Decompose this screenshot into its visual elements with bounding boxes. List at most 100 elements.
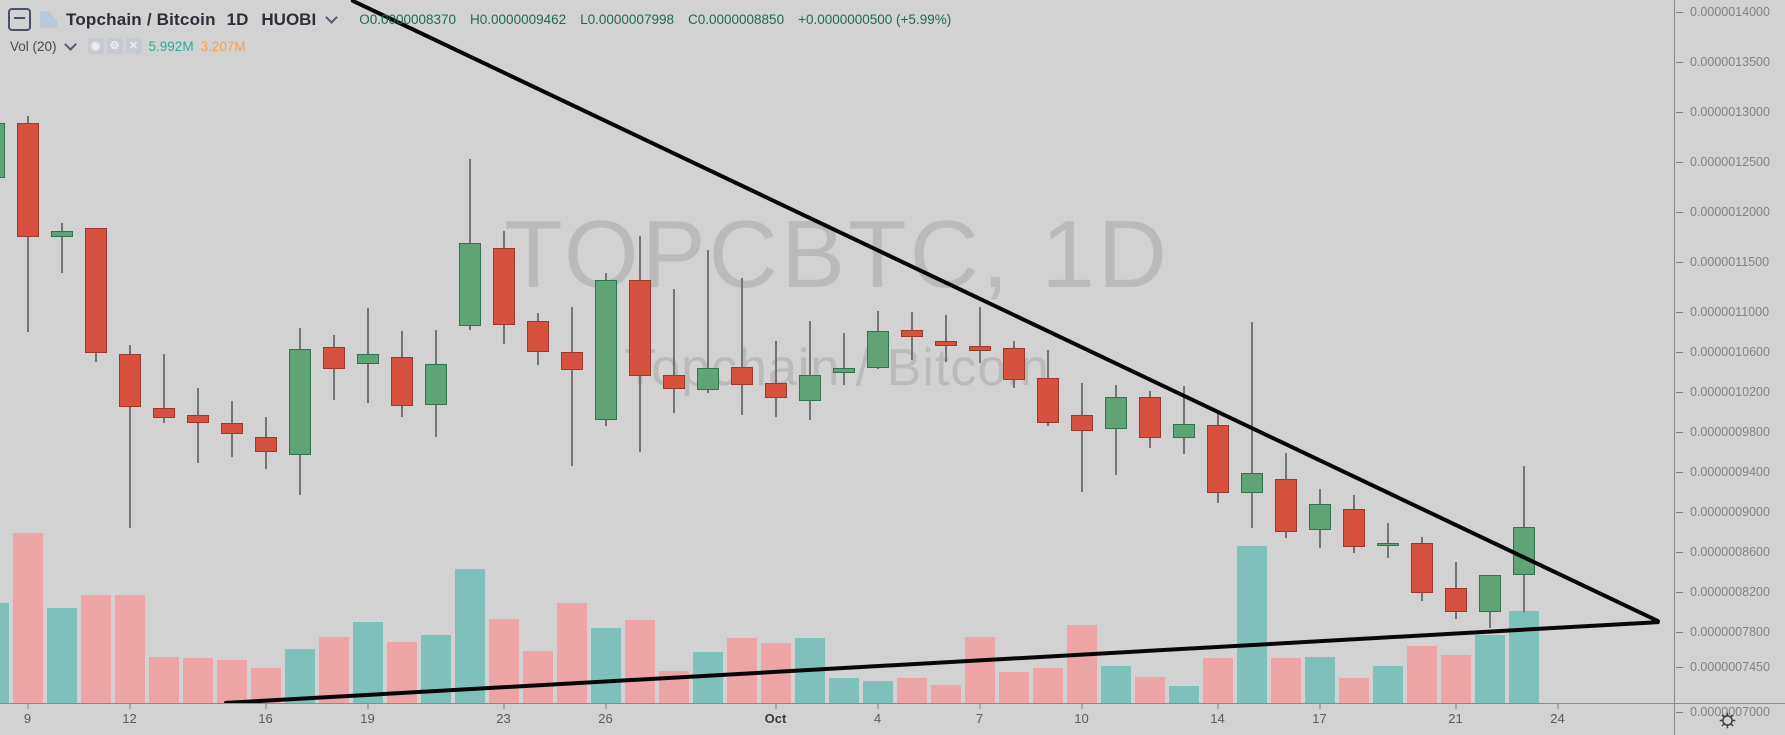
candle-wick	[740, 278, 743, 415]
instrument-logo-icon	[40, 11, 57, 28]
price-tick-label: 0.0000013000	[1690, 105, 1770, 119]
symbol-title[interactable]: Topchain / Bitcoin	[66, 9, 216, 29]
time-tick-dash	[1217, 704, 1218, 709]
upper-trendline[interactable]	[350, 0, 1661, 624]
close-icon[interactable]: ✕	[125, 38, 142, 54]
price-tick-dash	[1676, 212, 1683, 213]
indicator-buttons: ◉ ⚙ ✕	[87, 38, 142, 54]
volume-bar	[80, 595, 111, 703]
collapse-panel-icon[interactable]	[8, 8, 31, 31]
chevron-down-icon[interactable]	[63, 37, 77, 51]
volume-indicator-row: Vol (20) ◉ ⚙ ✕ 5.992M 3.207M	[10, 37, 253, 54]
volume-bar	[0, 603, 9, 703]
price-tick-dash	[1676, 62, 1683, 63]
candle-wick	[1386, 523, 1389, 558]
candle-body	[152, 408, 175, 418]
volume-bar	[556, 603, 587, 703]
candle-body	[730, 367, 753, 385]
chart-header: Topchain / Bitcoin 1D HUOBI O0.000000837…	[8, 8, 951, 31]
time-tick-label: 10	[1074, 711, 1089, 726]
time-tick-dash	[503, 704, 504, 709]
time-tick-dash	[1319, 704, 1320, 709]
price-tick-dash	[1676, 432, 1683, 433]
candle-body	[16, 123, 39, 237]
volume-indicator-label[interactable]: Vol (20)	[10, 38, 57, 54]
volume-bar	[1338, 678, 1369, 703]
volume-bar	[216, 659, 247, 703]
candle-body	[1240, 473, 1263, 493]
chart-area[interactable]	[0, 0, 1674, 703]
time-tick-label: 23	[496, 711, 511, 726]
time-tick-dash	[129, 704, 130, 709]
candle-body	[220, 423, 243, 434]
candle-wick	[808, 321, 811, 420]
time-tick-dash	[1455, 704, 1456, 709]
volume-bar	[1202, 658, 1233, 703]
time-tick-dash	[1557, 704, 1558, 709]
candle-body	[254, 437, 277, 452]
price-tick-label: 0.0000007450	[1690, 660, 1770, 674]
time-tick-dash	[27, 704, 28, 709]
gear-icon	[1719, 712, 1735, 728]
price-tick-dash	[1676, 592, 1683, 593]
candle-wick	[944, 315, 947, 362]
candle-wick	[128, 345, 131, 528]
candle-body	[1138, 397, 1161, 438]
candle-body	[696, 368, 719, 390]
time-tick-label: 9	[23, 711, 32, 726]
candle-wick	[60, 223, 63, 273]
eye-icon[interactable]: ◉	[87, 38, 104, 54]
volume-values: 5.992M 3.207M	[149, 39, 253, 54]
time-tick-label: 16	[258, 711, 273, 726]
price-tick-label: 0.0000007800	[1690, 625, 1770, 639]
candle-body	[458, 243, 481, 326]
candle-body	[1444, 588, 1467, 612]
ohlc-readout: O0.0000008370 H0.0000009462 L0.0000007998 C…	[359, 12, 951, 27]
price-tick-dash	[1676, 712, 1683, 713]
candle-wick	[1182, 386, 1185, 454]
volume-bar	[1270, 658, 1301, 703]
price-tick-label: 0.0000008600	[1690, 545, 1770, 559]
candle-body	[322, 347, 345, 369]
volume-bar	[114, 595, 145, 703]
time-tick-label: 26	[598, 711, 613, 726]
gear-icon[interactable]: ⚙	[106, 38, 123, 54]
interval-label[interactable]: 1D	[226, 9, 249, 29]
price-tick-dash	[1676, 162, 1683, 163]
volume-bar	[318, 636, 349, 703]
candle-body	[1308, 504, 1331, 530]
time-tick-dash	[979, 704, 980, 709]
candle-wick	[196, 388, 199, 463]
candle-wick	[1080, 383, 1083, 492]
volume-bar	[284, 649, 315, 703]
candle-body	[594, 280, 617, 420]
volume-bar	[998, 672, 1029, 703]
candle-body	[560, 352, 583, 370]
time-tick-label: 14	[1210, 711, 1225, 726]
candle-wick	[162, 354, 165, 423]
volume-bar	[488, 618, 519, 703]
axis-settings-button[interactable]	[1714, 708, 1740, 732]
candle-body	[1002, 348, 1025, 380]
volume-bar	[46, 607, 77, 703]
candle-body	[1410, 543, 1433, 593]
candle-body	[526, 321, 549, 352]
chevron-down-icon[interactable]	[325, 11, 339, 24]
exchange-label[interactable]: HUOBI	[261, 9, 317, 29]
candle-body	[866, 331, 889, 368]
candle-wick	[672, 289, 675, 413]
time-tick-label: 24	[1550, 711, 1565, 726]
volume-bar	[1406, 646, 1437, 703]
price-tick-label: 0.0000012000	[1690, 205, 1770, 219]
ohlc-value: O0.0000008370	[359, 12, 457, 27]
candle-wick	[978, 307, 981, 363]
price-tick-label: 0.0000009000	[1690, 505, 1770, 519]
time-axis[interactable]: 9 12 16 19 23 26 Oct 4 7 10 14 17 21 24	[0, 704, 1674, 735]
candle-body	[84, 228, 107, 353]
time-tick-label: 4	[873, 711, 882, 726]
price-axis-border	[1674, 0, 1675, 735]
price-tick-label: 0.0000014000	[1690, 5, 1770, 19]
price-tick-dash	[1676, 512, 1683, 513]
price-axis[interactable]: 0.0000014000 0.0000013500 0.0000013000 0.00…	[1674, 0, 1785, 735]
price-tick-dash	[1676, 312, 1683, 313]
